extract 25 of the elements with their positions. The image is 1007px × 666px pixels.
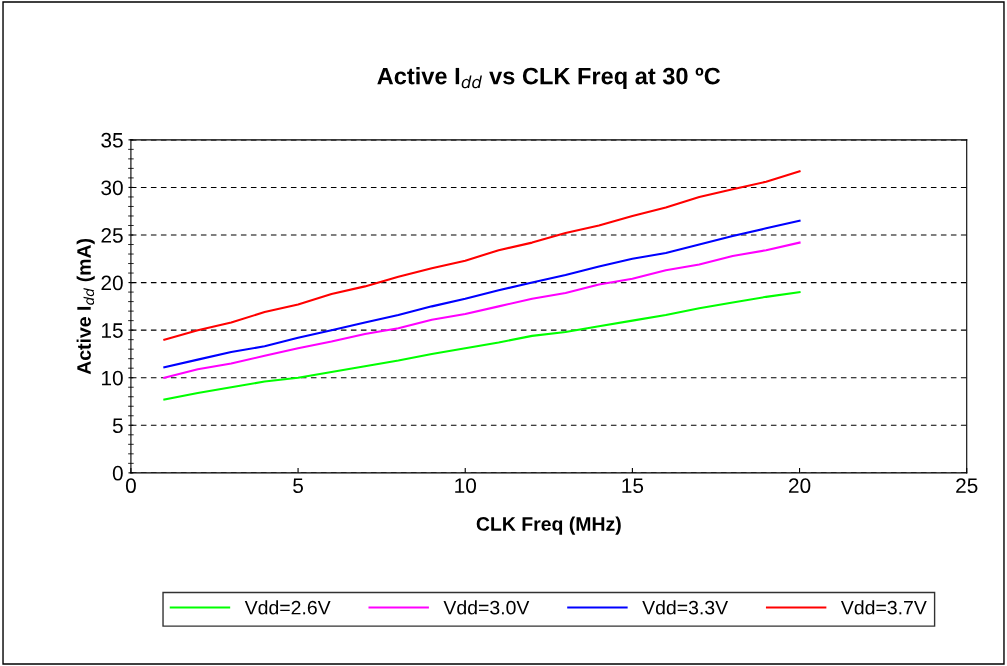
y-tick-label: 20	[101, 275, 123, 291]
y-tick-label: 25	[101, 228, 123, 243]
legend-label: Vdd=3.3V	[642, 600, 729, 615]
chart-title: Active I$_{dd}$ vs CLK Freq at 30 ºC	[377, 67, 721, 90]
x-tick-label: 15	[622, 478, 644, 494]
line-series	[163, 219, 801, 369]
x-tick-label: 25	[956, 478, 978, 494]
x-tick-label: 10	[455, 478, 477, 494]
x-tick-label: 20	[789, 478, 811, 494]
line-series	[163, 241, 801, 379]
line-series	[163, 291, 801, 401]
x-tick-label: 5	[293, 478, 303, 494]
y-tick-label: 35	[101, 132, 123, 148]
x-axis-title: CLK Freq (MHz)	[476, 516, 621, 535]
y-axis-title: Active I$_{dd}$ (mA)	[76, 238, 95, 375]
y-tick-label: 0	[112, 465, 123, 481]
y-tick-label: 10	[102, 370, 123, 386]
y-tick-label: 30	[101, 180, 123, 196]
line-series	[163, 170, 801, 341]
legend-label: Vdd=3.0V	[443, 600, 530, 615]
legend-label: Vdd=3.7V	[840, 600, 927, 615]
y-tick-label: 5	[112, 418, 123, 434]
y-tick-label: 15	[102, 323, 123, 338]
x-tick-label: 0	[125, 478, 136, 494]
legend-label: Vdd=2.6V	[244, 600, 331, 615]
